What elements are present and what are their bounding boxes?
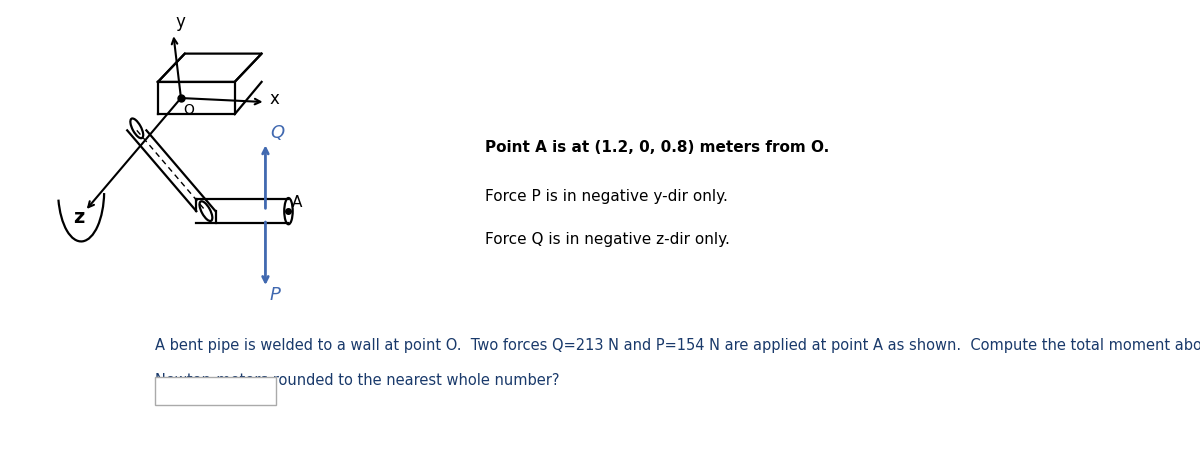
Text: z: z: [73, 208, 85, 227]
Text: Point A is at (1.2, 0, 0.8) meters from O.: Point A is at (1.2, 0, 0.8) meters from …: [485, 140, 829, 155]
Text: Force Q is in negative z-dir only.: Force Q is in negative z-dir only.: [485, 232, 730, 247]
Text: P: P: [269, 286, 280, 304]
Text: Newton-meters rounded to the nearest whole number?: Newton-meters rounded to the nearest who…: [155, 373, 559, 388]
FancyBboxPatch shape: [155, 377, 276, 405]
Text: O: O: [182, 103, 193, 117]
Text: A bent pipe is welded to a wall at point O.  Two forces Q=213 N and P=154 N are : A bent pipe is welded to a wall at point…: [155, 338, 1200, 353]
Text: y: y: [175, 13, 185, 31]
Text: Force P is in negative y-dir only.: Force P is in negative y-dir only.: [485, 190, 727, 204]
Text: A: A: [293, 195, 302, 210]
Text: x: x: [269, 90, 280, 108]
Text: Q: Q: [270, 124, 284, 142]
